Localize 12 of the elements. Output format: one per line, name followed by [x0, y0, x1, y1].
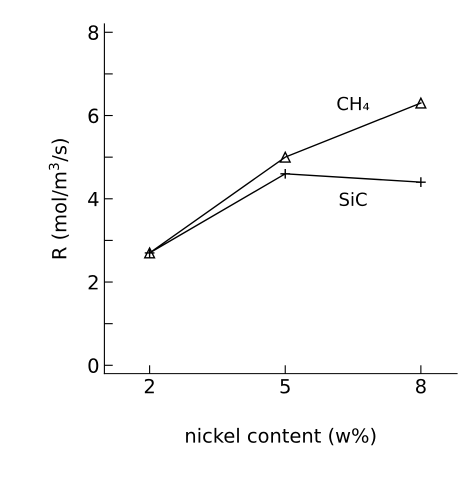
series-label: SiC: [340, 192, 367, 206]
y-tick-label: 4: [88, 192, 98, 206]
x-tick-label: 8: [416, 378, 426, 394]
y-tick-label: 6: [88, 108, 98, 124]
y-tick-label: 2: [88, 274, 98, 290]
y-axis-title: R (mol/m$^{3}$/s): [48, 139, 69, 258]
series-label: CH₄: [337, 96, 370, 110]
x-tick-label: 5: [280, 379, 290, 394]
x-tick-label: 2: [144, 378, 154, 394]
y-tick-label: 0: [88, 358, 98, 373]
y-tick-label: 8: [88, 25, 98, 40]
x-axis-title: nickel content (w%): [186, 428, 376, 446]
